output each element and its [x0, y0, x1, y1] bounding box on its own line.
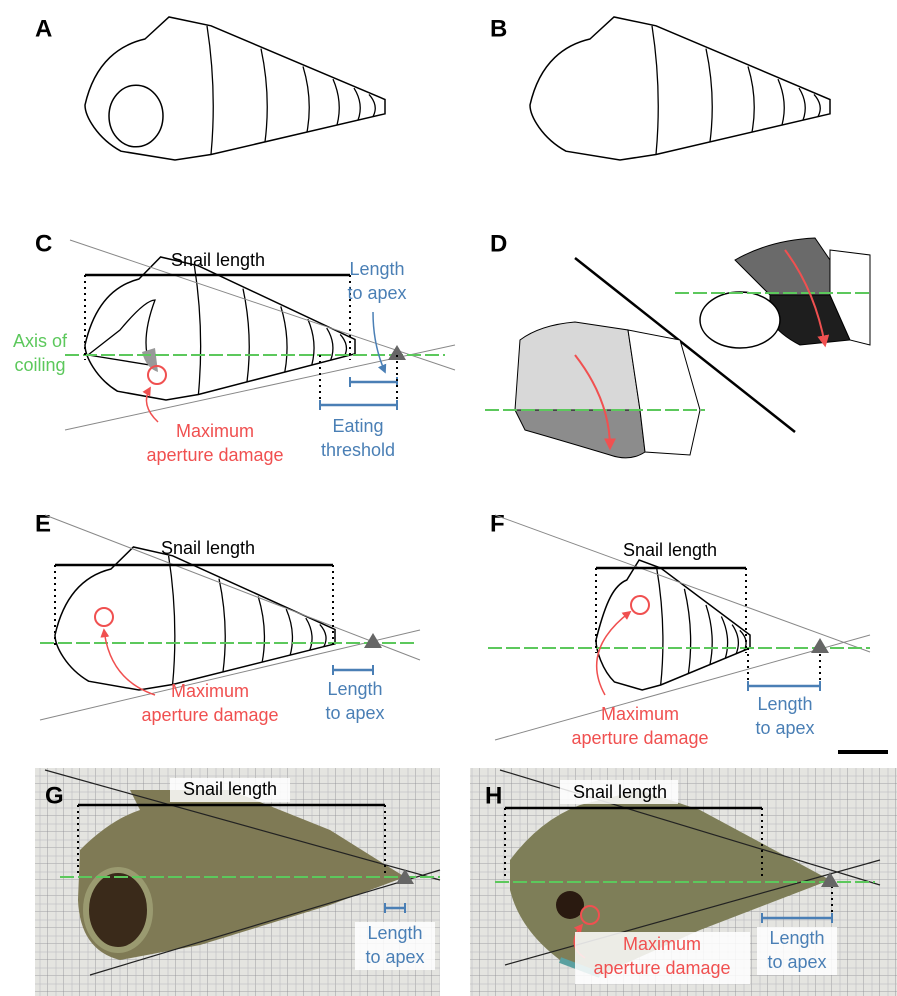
label: Length	[349, 259, 404, 279]
panel-letter: C	[35, 230, 52, 257]
apex-marker	[811, 638, 829, 653]
label: to apex	[755, 718, 814, 738]
label: Snail length	[573, 782, 667, 802]
region-mid	[515, 410, 645, 458]
panel-letter: E	[35, 510, 51, 537]
panel-letter: F	[490, 510, 505, 537]
shell	[55, 547, 335, 690]
shell	[85, 17, 385, 160]
label: to apex	[767, 952, 826, 972]
scale-bar	[838, 750, 888, 754]
label: aperture damage	[571, 728, 708, 748]
label: Maximum	[176, 421, 254, 441]
label: Maximum	[623, 934, 701, 954]
label: threshold	[321, 440, 395, 460]
label: Length	[327, 679, 382, 699]
label: Maximum	[171, 681, 249, 701]
region-light	[515, 322, 640, 410]
label: to apex	[325, 703, 384, 723]
aperture-photo	[86, 870, 150, 950]
label: Length	[757, 694, 812, 714]
panel-letter: G	[45, 782, 64, 809]
label: Maximum	[601, 704, 679, 724]
label: Snail length	[183, 779, 277, 799]
shell	[530, 17, 830, 160]
panel-letter: D	[490, 230, 507, 257]
label: to apex	[347, 283, 406, 303]
label: to apex	[365, 947, 424, 967]
label: aperture damage	[141, 705, 278, 725]
label: Length	[769, 928, 824, 948]
label: Snail length	[171, 250, 265, 270]
arrow	[373, 312, 385, 372]
label: Eating	[332, 416, 383, 436]
label: Axis of	[13, 331, 68, 351]
figure: A B C D E F G H Snail length Length to apex Eating t…	[0, 0, 897, 996]
region-dark	[735, 238, 830, 295]
aperture-photo	[556, 891, 584, 919]
label: Snail length	[623, 540, 717, 560]
label: Snail length	[161, 538, 255, 558]
panel-letter: A	[35, 15, 52, 42]
label: coiling	[14, 355, 65, 375]
apex-marker	[364, 633, 382, 648]
panel-letter: B	[490, 15, 507, 42]
label: aperture damage	[146, 445, 283, 465]
label: Length	[367, 923, 422, 943]
panel-letter: H	[485, 782, 502, 809]
aperture	[700, 292, 780, 348]
label: aperture damage	[593, 958, 730, 978]
